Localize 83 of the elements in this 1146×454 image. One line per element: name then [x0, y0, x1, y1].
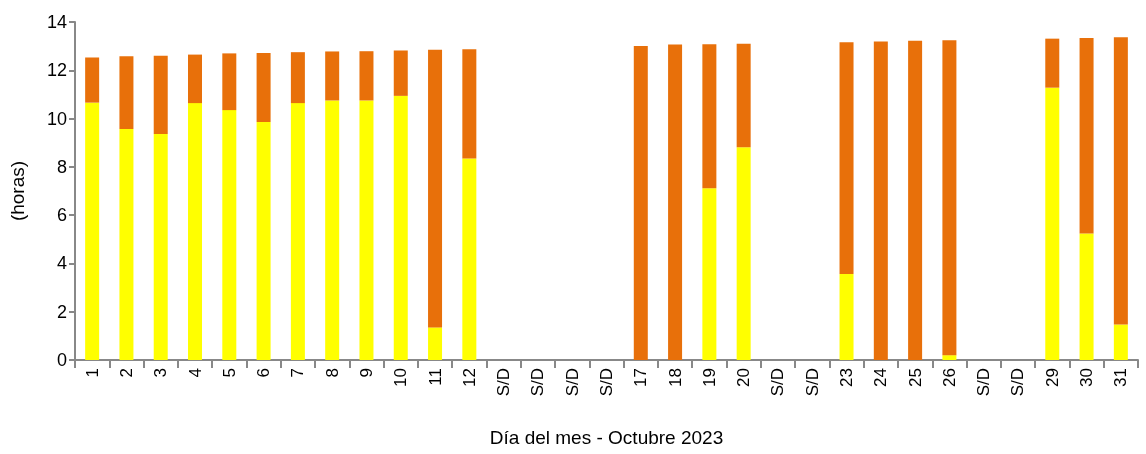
- bar: [839, 42, 854, 275]
- bar: [702, 188, 717, 360]
- bar: [428, 49, 443, 328]
- bar: [222, 53, 237, 111]
- bar: [839, 274, 854, 360]
- x-tick-label: S/D: [802, 368, 822, 397]
- bar: [1079, 37, 1094, 234]
- x-tick-label: 25: [905, 368, 925, 387]
- bar: [85, 102, 100, 360]
- y-tick-label: 14: [46, 12, 67, 32]
- bar: [462, 49, 477, 159]
- x-tick-label: 7: [288, 368, 308, 378]
- x-tick-label: 3: [151, 368, 171, 378]
- bar: [393, 95, 408, 360]
- bar: [188, 54, 203, 104]
- x-tick-label: 12: [459, 368, 479, 387]
- bar: [393, 50, 408, 96]
- y-tick-label: 8: [56, 156, 67, 177]
- x-tick-label: 20: [734, 368, 754, 387]
- x-tick-label: 17: [631, 368, 651, 387]
- x-axis-title: Día del mes - Octubre 2023: [489, 427, 724, 448]
- x-tick-label: 2: [116, 368, 136, 378]
- bar: [736, 147, 751, 360]
- bar: [873, 41, 888, 360]
- x-tick-label: 10: [391, 368, 411, 387]
- y-tick-label: 0: [56, 350, 67, 370]
- x-tick-label: 8: [322, 368, 342, 378]
- x-tick-label: 24: [871, 368, 891, 387]
- x-tick-label: S/D: [528, 368, 548, 397]
- x-tick-label: 19: [699, 368, 719, 387]
- bar: [85, 57, 100, 103]
- bar: [633, 45, 648, 360]
- x-tick-label: 11: [425, 368, 445, 386]
- bar: [1045, 87, 1060, 360]
- y-tick-label: 6: [56, 205, 67, 226]
- bar: [222, 110, 237, 360]
- bar: [942, 40, 957, 356]
- bar: [256, 52, 271, 122]
- bar: [119, 56, 134, 129]
- bar: [942, 355, 957, 360]
- x-tick-label: 26: [939, 368, 959, 387]
- bar: [290, 103, 305, 360]
- x-tick-label: 4: [185, 368, 205, 378]
- x-tick-label: 6: [254, 368, 274, 378]
- x-tick-label: S/D: [1008, 368, 1028, 397]
- y-tick-label: 4: [56, 253, 67, 274]
- x-tick-label: 30: [1077, 368, 1097, 387]
- bar: [188, 103, 203, 360]
- bar: [256, 121, 271, 360]
- y-tick-label: 2: [56, 301, 67, 322]
- x-tick-label: 18: [665, 368, 685, 387]
- bar: [290, 52, 305, 104]
- y-tick-label: 10: [46, 108, 67, 129]
- bar: [153, 134, 168, 360]
- bar: [359, 100, 374, 360]
- bar: [908, 40, 923, 360]
- bar: [668, 44, 683, 360]
- bar: [736, 43, 751, 148]
- bar: [462, 158, 477, 360]
- x-tick-label: S/D: [597, 368, 616, 397]
- y-axis-title: (horas): [7, 160, 28, 222]
- bar: [1045, 38, 1060, 88]
- x-tick-label: 9: [356, 368, 376, 378]
- bar: [1113, 324, 1128, 360]
- bar: [119, 128, 134, 360]
- x-tick-label: S/D: [974, 368, 994, 397]
- x-tick-label: S/D: [562, 368, 582, 397]
- bar: [702, 44, 717, 189]
- x-tick-label: 1: [82, 368, 102, 378]
- x-tick-label: 29: [1042, 368, 1062, 387]
- y-tick-label: 12: [46, 60, 67, 81]
- bar: [1113, 37, 1128, 325]
- x-tick-label: 5: [219, 368, 239, 378]
- x-tick-label: S/D: [494, 368, 514, 397]
- x-tick-label: 31: [1111, 368, 1131, 387]
- bar: [153, 55, 168, 135]
- x-tick-label: 23: [837, 368, 857, 387]
- bar: [325, 51, 340, 101]
- bar: [428, 327, 443, 360]
- bar: [1079, 233, 1094, 360]
- x-tick-label: S/D: [768, 368, 788, 397]
- bar: [359, 51, 374, 101]
- bar: [325, 100, 340, 360]
